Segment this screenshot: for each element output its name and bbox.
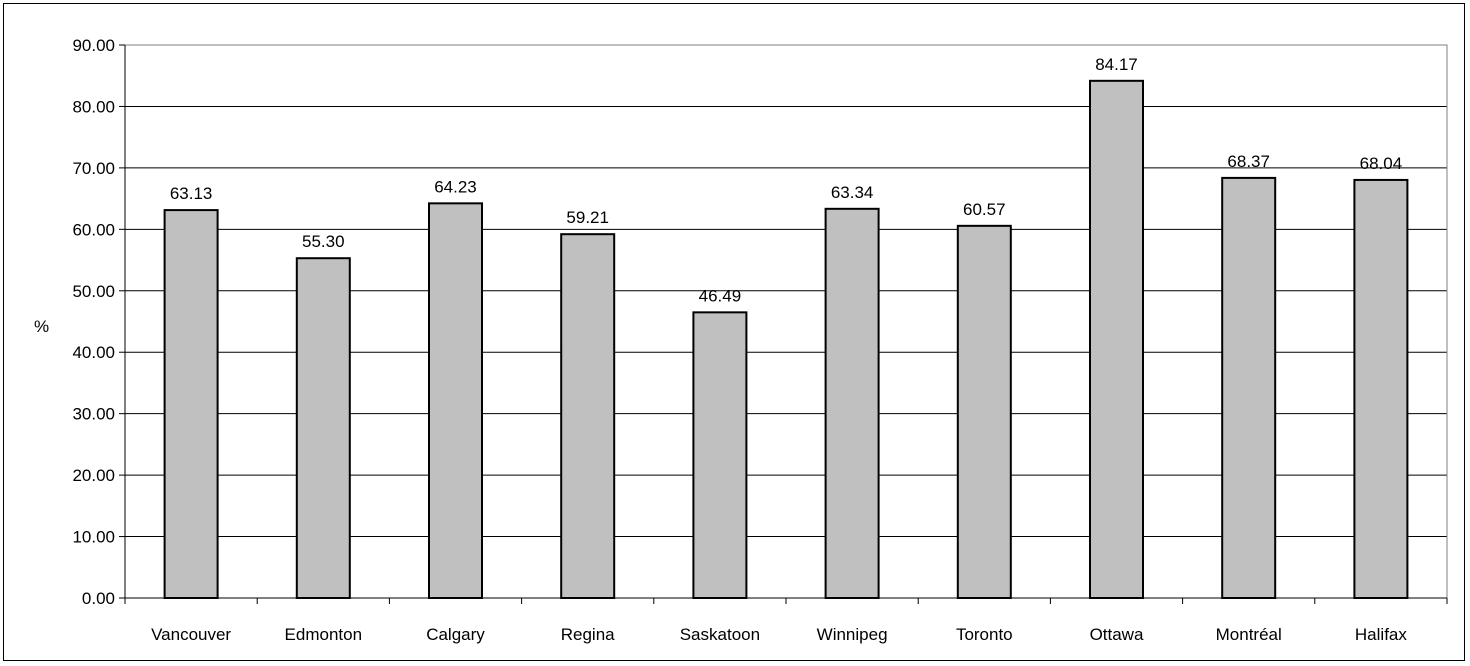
bars [163,79,1409,600]
bar-value-label: 68.37 [1227,152,1270,171]
x-category-label: Winnipeg [817,625,888,644]
y-tick-label: 30.00 [72,405,115,424]
x-category-label: Regina [561,625,615,644]
bar [295,257,351,599]
x-category-label: Saskatoon [680,625,760,644]
y-tick-label: 90.00 [72,36,115,55]
y-tick-label: 80.00 [72,97,115,116]
y-tick-label: 0.00 [82,589,115,608]
bar-value-label: 64.23 [434,177,477,196]
y-axis-title: % [34,317,49,336]
bar [824,207,880,599]
bar-value-label: 84.17 [1095,55,1138,74]
x-category-label: Montréal [1216,625,1282,644]
bar-value-label: 63.13 [170,184,213,203]
x-category-label: Edmonton [285,625,363,644]
bar [1353,178,1409,599]
x-category-label: Toronto [956,625,1013,644]
bar-value-label: 46.49 [699,286,742,305]
y-tick-label: 60.00 [72,220,115,239]
axes: 0.00 10.00 20.00 30.00 40.00 50.00 60.00 70.00 8… [72,36,1448,644]
bar [163,209,219,599]
y-tick-label: 10.00 [72,528,115,547]
x-category-label: Halifax [1355,625,1407,644]
bar-value-label: 55.30 [302,232,345,251]
bar-value-label: 68.04 [1360,154,1403,173]
bar [428,202,483,599]
bar-value-label: 63.34 [831,183,874,202]
x-category-label: Vancouver [151,625,231,644]
y-tick-label: 20.00 [72,466,115,485]
bar [1089,79,1144,600]
bar [956,224,1012,599]
bar [560,233,616,599]
y-tick-label: 40.00 [72,343,115,362]
bar [692,311,748,599]
bar [1221,176,1277,599]
x-category-label: Calgary [426,625,485,644]
x-category-label: Ottawa [1090,625,1144,644]
data-labels: 63.13 55.30 64.23 59.21 46.49 63.34 60.57 84.17… [170,55,1402,306]
bar-value-label: 60.57 [963,200,1006,219]
chart-frame [3,3,1465,661]
y-tick-label: 50.00 [72,282,115,301]
bar-value-label: 59.21 [566,208,609,227]
y-tick-label: 70.00 [72,159,115,178]
